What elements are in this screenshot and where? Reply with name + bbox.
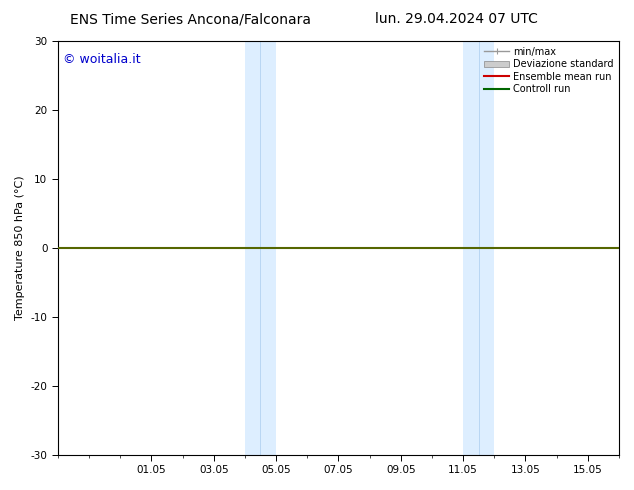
Legend: min/max, Deviazione standard, Ensemble mean run, Controll run: min/max, Deviazione standard, Ensemble m…: [482, 44, 616, 97]
Y-axis label: Temperature 850 hPa (°C): Temperature 850 hPa (°C): [15, 175, 25, 320]
Text: © woitalia.it: © woitalia.it: [63, 53, 141, 67]
Bar: [245, 41, 276, 455]
Bar: [463, 41, 495, 455]
Text: ENS Time Series Ancona/Falconara: ENS Time Series Ancona/Falconara: [70, 12, 311, 26]
Text: lun. 29.04.2024 07 UTC: lun. 29.04.2024 07 UTC: [375, 12, 538, 26]
